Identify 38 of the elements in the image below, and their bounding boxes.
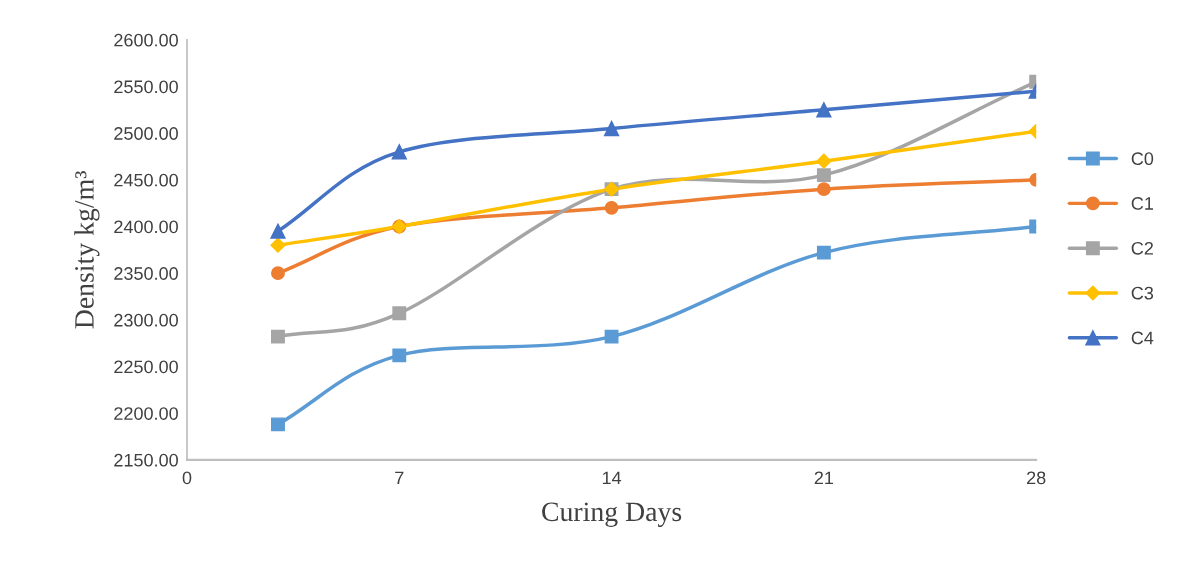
y-tick-label: 2600.00: [114, 33, 178, 47]
point: [271, 417, 285, 432]
x-tick-label: 7: [395, 471, 404, 485]
point: [270, 223, 286, 239]
legend-label: C3: [1131, 286, 1154, 300]
point: [392, 306, 407, 321]
y-tick-label: 2250.00: [114, 360, 178, 374]
point: [604, 200, 619, 215]
legend-label: C1: [1131, 197, 1153, 210]
y-tick-label: 2400.00: [114, 220, 178, 234]
point: [816, 245, 831, 260]
point: [603, 120, 620, 137]
point: [271, 266, 285, 281]
x-tick-label: 28: [1027, 471, 1046, 485]
x-tick-label: 21: [814, 471, 834, 485]
point: [604, 329, 619, 344]
y-tick-label: 2550.00: [114, 80, 178, 94]
point: [816, 168, 831, 183]
y-tick-label: 2200.00: [114, 407, 178, 420]
point: [270, 237, 286, 253]
x-tick-label: 0: [182, 471, 192, 485]
y-tick-label: 2500.00: [114, 127, 178, 140]
x-tick-label: 14: [602, 471, 622, 485]
y-tick-label: 2300.00: [114, 313, 178, 327]
legend-label: C0: [1131, 152, 1154, 166]
point: [392, 348, 407, 363]
point: [816, 102, 832, 118]
point: [816, 153, 832, 169]
y-axis-title: Density kg/m³: [74, 170, 100, 329]
y-tick-label: 2450.00: [114, 173, 178, 187]
y-tick-label: 2350.00: [114, 267, 178, 280]
y-tick-label: 2150.00: [114, 453, 178, 467]
point: [391, 144, 407, 160]
x-axis-title: Curing Days: [542, 502, 682, 527]
point: [271, 329, 285, 344]
point: [816, 182, 831, 197]
legend-label: C2: [1131, 241, 1153, 255]
legend-label: C4: [1131, 331, 1154, 345]
